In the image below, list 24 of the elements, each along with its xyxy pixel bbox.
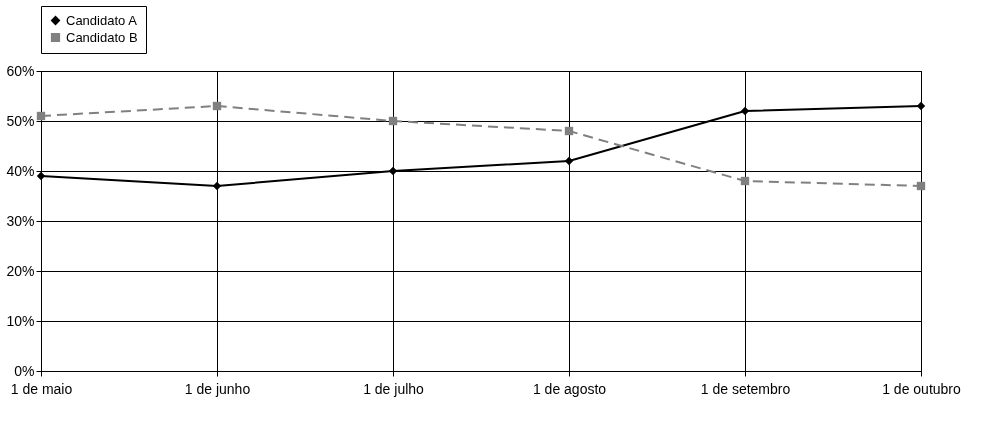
point xyxy=(740,106,750,116)
point xyxy=(388,116,398,126)
y-tick-label: 0% xyxy=(14,362,35,379)
point xyxy=(564,156,574,166)
x-tick-label: 1 de setembro xyxy=(700,380,791,397)
legend-label: Candidato A xyxy=(66,12,138,28)
point xyxy=(212,181,222,191)
y-tick-label: 60% xyxy=(6,62,35,79)
x-tick-label: 1 de maio xyxy=(10,380,73,397)
legend-label: Candidato B xyxy=(66,29,138,45)
point xyxy=(916,101,926,111)
x-tick-label: 1 de julho xyxy=(363,380,425,397)
y-tick-label: 50% xyxy=(6,112,35,129)
x-tick-label: 1 de agosto xyxy=(532,380,607,397)
point xyxy=(916,181,926,191)
y-tick-label: 20% xyxy=(6,262,35,279)
y-tick-label: 40% xyxy=(6,162,35,179)
point xyxy=(564,126,574,136)
point xyxy=(212,101,222,111)
y-tick-label: 30% xyxy=(6,212,35,229)
x-tick-label: 1 de junho xyxy=(184,380,251,397)
point xyxy=(740,176,750,186)
y-tick-label: 10% xyxy=(6,312,35,329)
x-tick-label: 1 de outubro xyxy=(882,380,962,397)
